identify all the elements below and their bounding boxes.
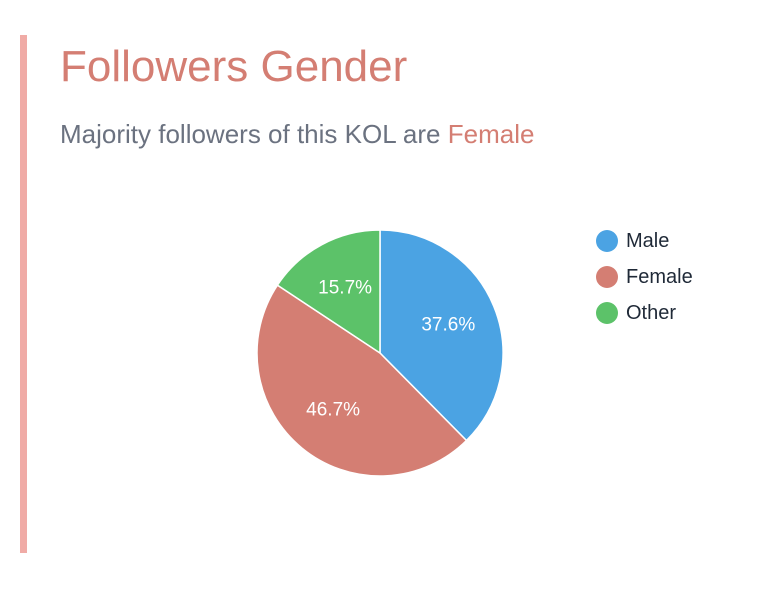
pie-slice-female[interactable] bbox=[256, 284, 468, 477]
legend-label-other[interactable]: Other bbox=[626, 302, 676, 324]
pie-slice-labels: 37.6% 46.7% 15.7% bbox=[306, 278, 475, 421]
chart-legend: Male Female Other bbox=[596, 230, 693, 324]
legend-swatch-female[interactable] bbox=[596, 266, 618, 288]
slice-label-female: 46.7% bbox=[306, 400, 360, 421]
subtitle-highlight: Female bbox=[447, 119, 535, 149]
pie-slice-male[interactable] bbox=[379, 229, 504, 442]
slice-label-male: 37.6% bbox=[421, 315, 475, 336]
page-title: Followers Gender bbox=[60, 42, 408, 91]
subtitle-text: Majority followers of this KOL are bbox=[60, 119, 448, 149]
legend-swatch-male[interactable] bbox=[596, 230, 618, 252]
slice-label-other: 15.7% bbox=[318, 278, 372, 299]
legend-label-female[interactable]: Female bbox=[626, 266, 693, 288]
legend-label-male[interactable]: Male bbox=[626, 230, 669, 252]
accent-bar bbox=[20, 35, 27, 553]
subtitle: Majority followers of this KOL are Femal… bbox=[60, 117, 534, 151]
pie-slices bbox=[256, 229, 504, 477]
legend-swatch-other[interactable] bbox=[596, 302, 618, 324]
pie-slice-other[interactable] bbox=[276, 229, 381, 355]
